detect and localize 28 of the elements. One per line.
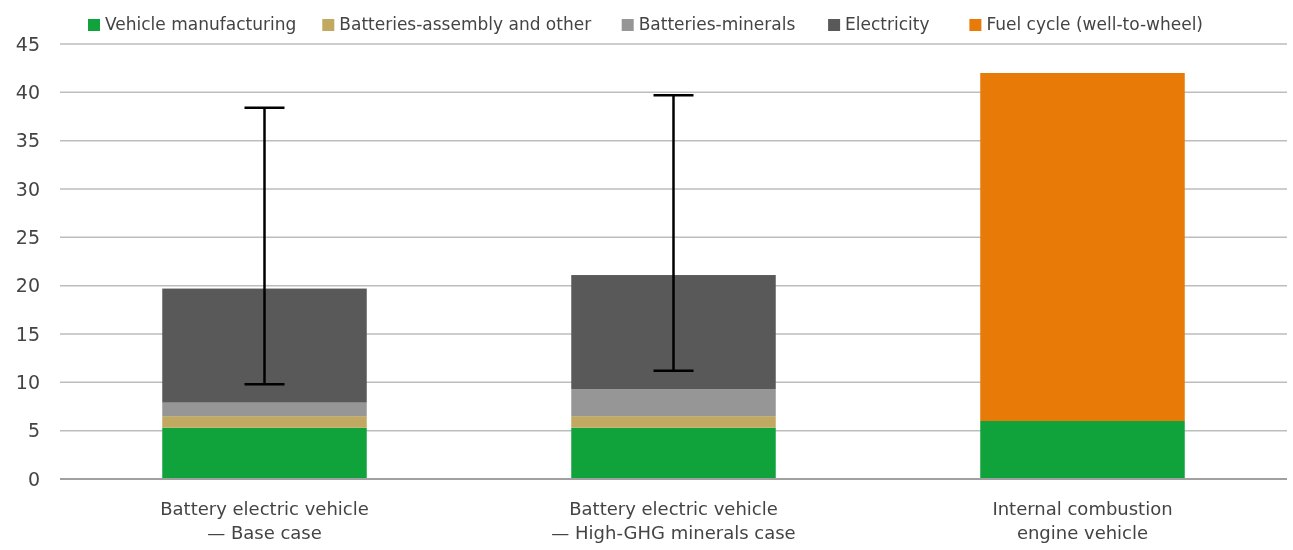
- legend-label: Batteries-minerals: [638, 14, 796, 34]
- y-tick-label: 45: [15, 32, 40, 55]
- y-tick-label: 40: [15, 80, 40, 103]
- legend-label: Batteries-assembly and other: [339, 14, 592, 34]
- y-tick-label: 20: [15, 274, 40, 297]
- bar: [162, 427, 367, 479]
- legend-label: Fuel cycle (well-to-wheel): [986, 14, 1203, 34]
- y-tick-label: 35: [15, 129, 40, 152]
- y-tick-label: 25: [15, 225, 40, 248]
- bar: [571, 416, 776, 428]
- legend-label: Vehicle manufacturing: [105, 14, 297, 34]
- y-tick-label: 10: [15, 370, 40, 393]
- bar: [162, 402, 367, 417]
- y-tick-label: 15: [15, 322, 40, 345]
- y-tick-label: 30: [15, 177, 40, 200]
- y-tick-label: 5: [27, 419, 40, 442]
- bar: [980, 73, 1185, 421]
- bar: [571, 389, 776, 417]
- bar: [571, 275, 776, 390]
- legend-label: Electricity: [845, 14, 930, 34]
- bar: [980, 421, 1185, 479]
- bar: [162, 288, 367, 403]
- y-tick-label: 0: [27, 467, 40, 490]
- bar: [571, 427, 776, 479]
- bar: [162, 416, 367, 428]
- x-tick-label: Battery electric vehicle — High-GHG minerals case: [551, 498, 796, 543]
- x-tick-label: Internal combustion engine vehicle: [992, 498, 1173, 543]
- x-tick-label: Battery electric vehicle — Base case: [160, 498, 369, 543]
